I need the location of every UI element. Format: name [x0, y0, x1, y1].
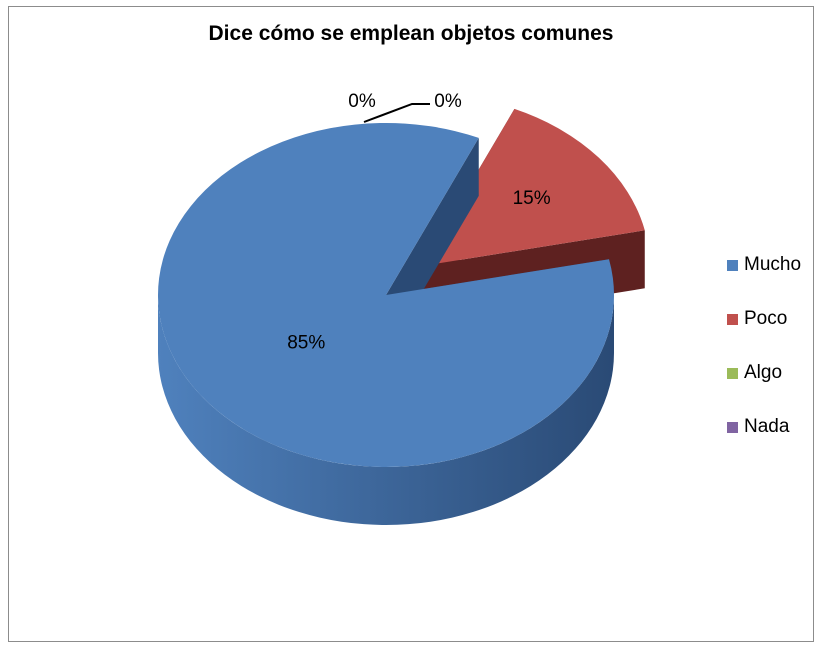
- pie-slice-mucho: [157, 123, 614, 525]
- legend-label: Nada: [744, 416, 790, 437]
- slice-label-nada: 0%: [434, 91, 462, 112]
- legend-item-poco: Poco: [727, 292, 801, 346]
- legend: Mucho Poco Algo Nada: [727, 238, 801, 454]
- chart-title: Dice cómo se emplean objetos comunes: [208, 22, 614, 45]
- legend-label: Mucho: [744, 254, 802, 275]
- legend-swatch: [727, 259, 738, 271]
- legend-swatch: [727, 367, 738, 379]
- slice-label-poco: 15%: [513, 188, 551, 209]
- legend-item-mucho: Mucho: [727, 238, 801, 292]
- legend-label: Poco: [744, 308, 788, 329]
- leader-line: [363, 103, 430, 123]
- slice-label-algo: 0%: [348, 91, 376, 112]
- legend-swatch: [727, 313, 738, 325]
- legend-item-nada: Nada: [727, 400, 801, 454]
- legend-swatch: [727, 421, 738, 433]
- legend-item-algo: Algo: [727, 346, 801, 400]
- legend-label: Algo: [744, 362, 783, 383]
- slice-label-mucho: 85%: [287, 333, 325, 354]
